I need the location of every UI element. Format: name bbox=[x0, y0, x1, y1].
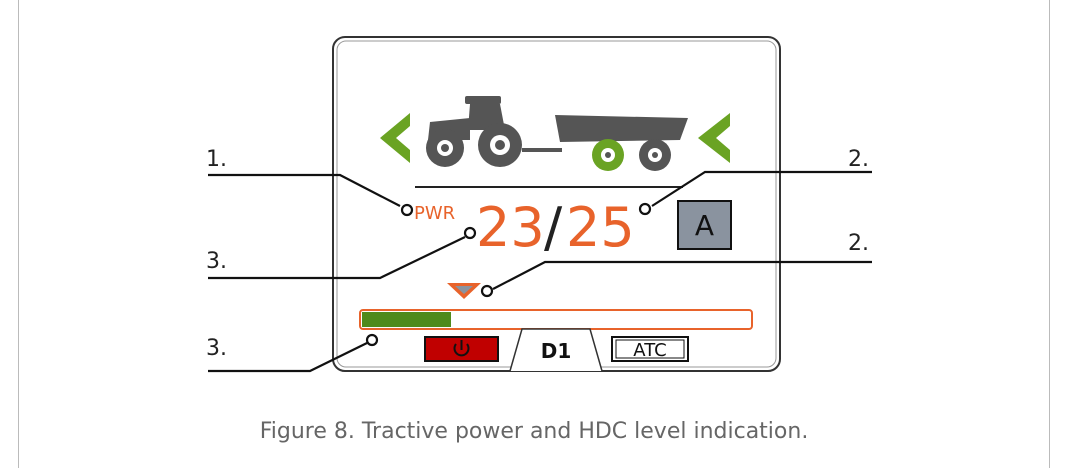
callout-dot bbox=[465, 228, 475, 238]
callout-dot bbox=[482, 286, 492, 296]
atc-label: ATC bbox=[633, 340, 666, 361]
callout-dot bbox=[402, 205, 412, 215]
callout-dot bbox=[640, 204, 650, 214]
power-label: PWR bbox=[414, 203, 455, 224]
progress-fill bbox=[362, 312, 451, 327]
callout-label: 3. bbox=[206, 336, 227, 361]
callout-label: 3. bbox=[206, 249, 227, 274]
callout-dot bbox=[367, 335, 377, 345]
caption: Figure 8. Tractive power and HDC level i… bbox=[260, 419, 809, 444]
callout-label: 1. bbox=[206, 147, 227, 172]
current-value: 23 bbox=[476, 196, 545, 259]
figure: PWR 23 / 25 A D1 ATC 1. 2. 3. 2. 3. Figu… bbox=[0, 0, 1069, 468]
callout-label: 2. bbox=[848, 231, 869, 256]
callout-label: 2. bbox=[848, 147, 869, 172]
tab-label[interactable]: D1 bbox=[541, 339, 572, 363]
separator: / bbox=[544, 196, 563, 259]
maximum-value: 25 bbox=[566, 196, 635, 259]
mode-label: A bbox=[695, 209, 714, 242]
